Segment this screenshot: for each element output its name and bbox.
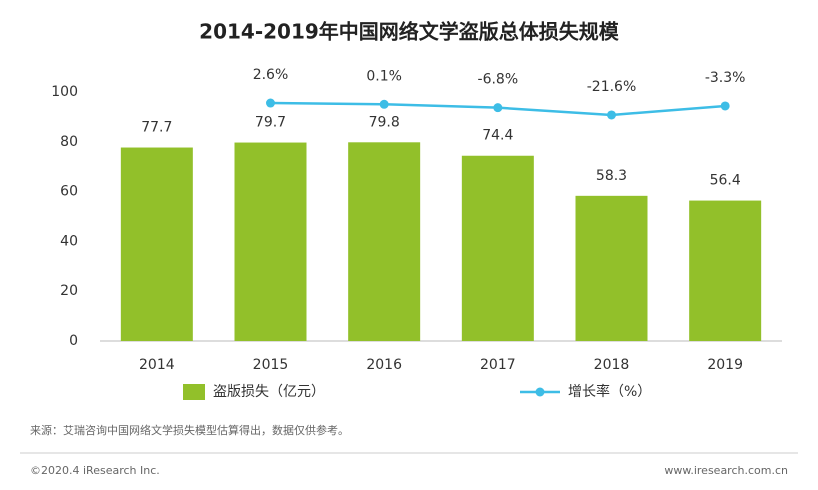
x-tick-label: 2014	[139, 357, 175, 373]
legend-label: 增长率（%）	[568, 383, 651, 400]
x-tick-label: 2017	[480, 357, 516, 373]
growth-point	[493, 103, 503, 113]
y-tick-label: 60	[60, 184, 78, 200]
bar	[461, 155, 534, 341]
growth-point	[379, 99, 389, 109]
y-tick-label: 40	[60, 233, 78, 249]
x-tick-label: 2015	[253, 357, 289, 373]
growth-point	[607, 110, 616, 120]
legend-swatch	[183, 384, 205, 400]
growth-point	[720, 101, 730, 111]
growth-point	[266, 98, 275, 108]
bar	[234, 142, 307, 341]
y-tick-label: 20	[60, 283, 78, 299]
bar	[689, 200, 762, 341]
bar-value-label: 79.7	[255, 115, 286, 131]
bar-value-label: 77.7	[141, 120, 172, 136]
chart-title: 2014-2019年中国网络文学盗版总体损失规模	[199, 20, 620, 44]
bar	[120, 147, 193, 341]
y-tick-label: 80	[60, 134, 78, 150]
bar-value-label: 58.3	[596, 168, 627, 184]
y-tick-label: 100	[51, 84, 78, 100]
growth-label: 2.6%	[253, 67, 289, 83]
x-tick-label: 2019	[707, 357, 743, 373]
growth-label: -21.6%	[587, 79, 637, 95]
x-tick-label: 2016	[366, 357, 402, 373]
bar-value-label: 74.4	[482, 128, 513, 144]
bar	[575, 195, 648, 341]
website: www.iresearch.com.cn	[664, 464, 788, 477]
legend-label: 盗版损失（亿元）	[213, 384, 325, 400]
y-tick-label: 0	[69, 333, 78, 349]
growth-label: -6.8%	[478, 72, 519, 88]
legend-swatch-dot	[535, 387, 545, 397]
growth-label: -3.3%	[705, 70, 746, 86]
bar-value-label: 79.8	[369, 114, 400, 130]
x-tick-label: 2018	[594, 357, 630, 373]
source-note: 来源：艾瑞咨询中国网络文学损失模型估算得出，数据仅供参考。	[30, 423, 349, 437]
copyright: ©2020.4 iResearch Inc.	[30, 464, 160, 477]
growth-label: 0.1%	[366, 68, 402, 84]
bar	[348, 142, 421, 341]
bar-value-label: 56.4	[710, 173, 741, 189]
